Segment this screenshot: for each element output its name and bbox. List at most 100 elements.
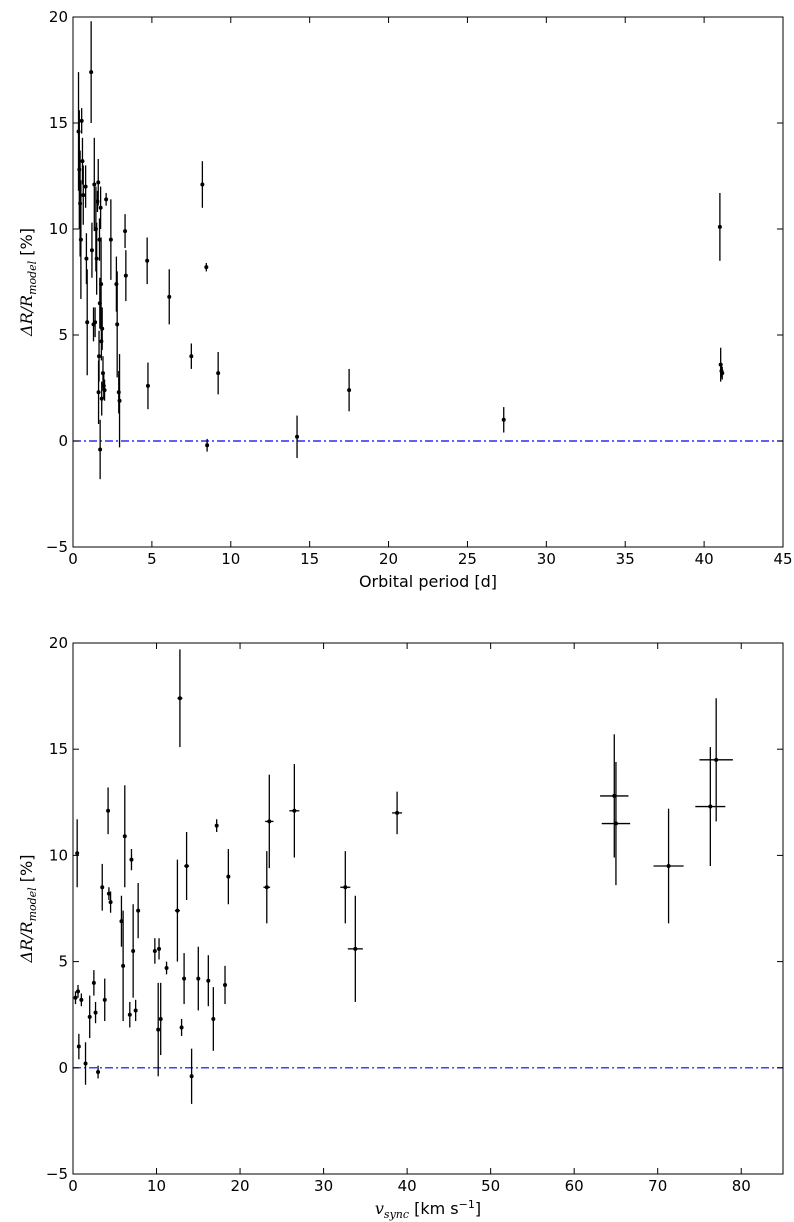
data-point <box>174 859 180 962</box>
point-marker <box>99 282 104 287</box>
data-point <box>158 982 163 1056</box>
point-marker <box>78 237 83 242</box>
y-tick-label: 15 <box>49 740 68 758</box>
data-point <box>119 895 124 947</box>
x-axis-title: vsync [km s−1] <box>375 1198 481 1221</box>
point-marker <box>708 804 713 809</box>
point-marker <box>720 371 725 376</box>
point-marker <box>83 184 88 189</box>
point-marker <box>189 354 194 359</box>
data-point <box>182 953 187 1005</box>
plot-frame <box>72 642 784 1175</box>
data-point <box>80 137 85 185</box>
point-marker <box>184 864 189 869</box>
x-axis-title-end: ] <box>475 1199 481 1218</box>
point-marker <box>108 900 113 905</box>
point-marker <box>179 1025 184 1030</box>
data-point <box>131 904 136 998</box>
x-tick-label: 10 <box>147 1177 166 1195</box>
y-tick-label: 5 <box>58 326 68 344</box>
point-marker <box>189 1074 194 1079</box>
point-marker <box>98 447 103 452</box>
data-point <box>189 343 194 369</box>
data-point <box>96 1065 101 1079</box>
data-point <box>205 438 210 452</box>
point-marker <box>123 273 128 278</box>
y-tick-label: 20 <box>49 634 68 652</box>
point-marker <box>152 948 157 953</box>
data-point <box>717 192 722 261</box>
x-tick-label: 15 <box>300 550 319 568</box>
point-marker <box>156 1027 161 1032</box>
x-axis-title: Orbital period [d] <box>359 572 497 591</box>
x-axis-title-sub: sync <box>384 1208 409 1221</box>
data-point <box>102 379 107 401</box>
point-marker <box>76 989 81 994</box>
data-point <box>94 222 99 295</box>
point-marker <box>211 1016 216 1021</box>
point-marker <box>182 976 187 981</box>
x-axis-title-main: v <box>375 1199 384 1218</box>
data-point <box>121 910 126 1022</box>
data-point <box>216 351 221 395</box>
data-point <box>83 165 88 208</box>
data-point <box>720 366 725 380</box>
point-marker <box>216 371 221 376</box>
point-marker <box>267 819 272 824</box>
point-marker <box>127 1012 132 1017</box>
data-point <box>117 354 122 448</box>
x-tick-label: 40 <box>398 1177 417 1195</box>
data-point <box>87 995 92 1039</box>
y-axis-title: ΔR/Rmodel [%] <box>17 855 39 964</box>
data-point <box>99 381 104 416</box>
point-marker <box>85 320 90 325</box>
point-marker <box>204 265 209 270</box>
x-tick-label: 0 <box>68 550 78 568</box>
point-marker <box>119 919 124 924</box>
data-point <box>83 1042 88 1085</box>
point-marker <box>177 696 182 701</box>
data-point <box>79 108 84 134</box>
data-point <box>78 180 83 299</box>
point-marker <box>102 388 107 393</box>
point-marker <box>264 885 269 890</box>
point-marker <box>206 978 211 983</box>
data-point <box>108 199 113 280</box>
point-marker <box>343 885 348 890</box>
data-point <box>226 849 231 905</box>
y-tick-label: 20 <box>49 8 68 26</box>
data-point <box>177 649 183 748</box>
y-tick-label: 15 <box>49 114 68 132</box>
point-marker <box>117 398 122 403</box>
point-marker <box>80 159 85 164</box>
point-marker <box>108 237 113 242</box>
data-point <box>84 233 89 285</box>
y-tick-label: 10 <box>49 846 68 864</box>
point-marker <box>93 320 98 325</box>
point-marker <box>129 857 134 862</box>
point-marker <box>613 821 618 826</box>
point-marker <box>106 891 111 896</box>
point-marker <box>175 908 180 913</box>
data-point <box>89 222 94 278</box>
data-point <box>79 993 84 1007</box>
data-point <box>96 159 101 206</box>
point-marker <box>167 294 172 299</box>
data-point <box>600 734 629 858</box>
data-point <box>204 262 209 272</box>
point-marker <box>87 1014 92 1019</box>
plot-frame <box>72 16 784 548</box>
y-tick-label: 0 <box>58 1059 68 1077</box>
data-point <box>76 1033 81 1060</box>
data-point <box>152 938 157 964</box>
data-point <box>179 1018 184 1036</box>
x-tick-label: 20 <box>231 1177 250 1195</box>
point-marker <box>94 256 99 261</box>
y-tick-label: −5 <box>46 538 68 556</box>
point-marker <box>612 793 617 798</box>
data-point <box>93 1001 98 1024</box>
x-tick-label: 5 <box>147 550 157 568</box>
data-point <box>98 419 103 480</box>
point-marker <box>79 997 84 1002</box>
